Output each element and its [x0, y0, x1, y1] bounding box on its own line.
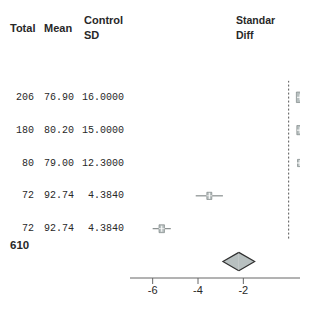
svg-text:80: 80: [22, 158, 34, 169]
svg-text:79.00: 79.00: [44, 158, 74, 169]
svg-text:610: 610: [10, 239, 29, 251]
svg-text:Standar: Standar: [236, 14, 275, 26]
svg-text:76.90: 76.90: [44, 92, 74, 103]
svg-text:-2: -2: [238, 284, 248, 296]
svg-text:92.74: 92.74: [44, 223, 74, 234]
svg-text:16.0000: 16.0000: [82, 92, 124, 103]
svg-text:72: 72: [22, 223, 34, 234]
svg-text:Mean: Mean: [44, 22, 72, 34]
svg-text:4.3840: 4.3840: [88, 223, 124, 234]
svg-text:12.3000: 12.3000: [82, 158, 124, 169]
svg-text:-4: -4: [193, 284, 203, 296]
svg-text:Control: Control: [84, 14, 123, 26]
svg-text:80.20: 80.20: [44, 125, 74, 136]
svg-text:Diff: Diff: [236, 29, 254, 41]
svg-text:92.74: 92.74: [44, 190, 74, 201]
svg-text:15.0000: 15.0000: [82, 125, 124, 136]
svg-text:206: 206: [16, 92, 34, 103]
svg-text:72: 72: [22, 190, 34, 201]
svg-text:SD: SD: [84, 29, 99, 41]
svg-text:4.3840: 4.3840: [88, 190, 124, 201]
svg-text:Total: Total: [10, 22, 35, 34]
svg-text:-6: -6: [148, 284, 158, 296]
svg-text:180: 180: [16, 125, 34, 136]
